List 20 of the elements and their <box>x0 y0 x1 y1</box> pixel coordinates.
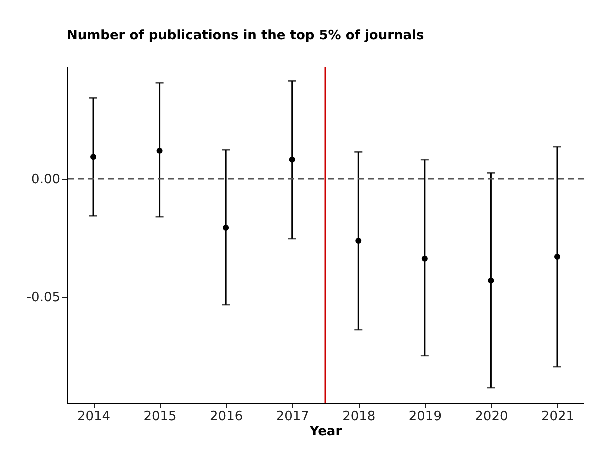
point <box>554 254 560 260</box>
y-tick-label: -0.05 <box>26 290 60 306</box>
x-tick-label: 2015 <box>144 410 177 424</box>
point <box>289 156 296 163</box>
x-tick-label: 2016 <box>210 410 244 424</box>
x-tick-label: 2020 <box>475 410 508 424</box>
point <box>90 154 97 160</box>
x-tick-label: 2019 <box>408 410 442 424</box>
y-tick-label: 0.00 <box>32 172 60 188</box>
point <box>488 278 494 284</box>
x-tick-label: 2018 <box>342 410 376 424</box>
x-tick-label: 2021 <box>541 410 575 424</box>
x-axis-title: Year <box>308 424 343 440</box>
chart-title: Number of publications in the top 5% of journals <box>67 28 424 44</box>
point <box>356 238 362 244</box>
x-tick-label: 2014 <box>77 410 111 424</box>
point <box>422 256 428 262</box>
point <box>223 225 230 232</box>
point <box>156 148 163 154</box>
x-tick-label: 2017 <box>276 410 310 424</box>
